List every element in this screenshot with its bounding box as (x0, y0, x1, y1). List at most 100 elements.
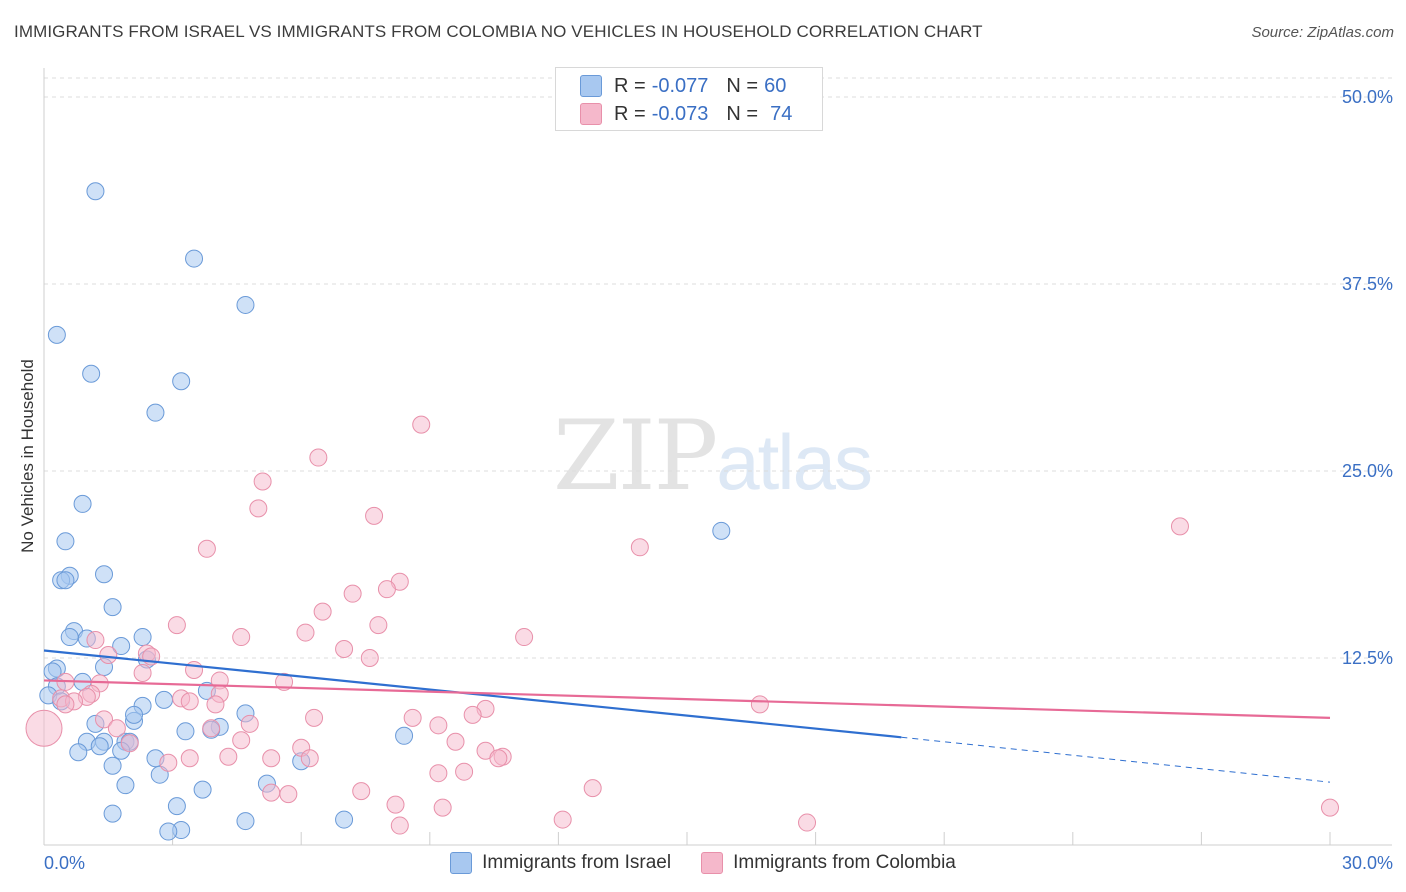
legend-item-colombia[interactable]: Immigrants from Colombia (701, 852, 956, 874)
data-point-colombia (300, 749, 319, 768)
data-point-colombia (429, 764, 448, 783)
data-point-colombia (489, 749, 508, 768)
trend-line-israel-extension (901, 736, 1331, 783)
data-point-colombia (630, 538, 649, 557)
data-point-colombia (463, 705, 482, 724)
data-point-colombia (750, 695, 769, 714)
y-tick-label: 12.5% (1342, 648, 1393, 668)
data-point-colombia (515, 628, 534, 647)
data-point-colombia (262, 749, 281, 768)
data-point-israel (90, 737, 109, 756)
data-point-israel (56, 571, 75, 590)
data-point-colombia (56, 695, 75, 714)
data-point-colombia (305, 708, 324, 727)
y-tick-label: 50.0% (1342, 87, 1393, 107)
data-point-israel (112, 637, 131, 656)
legend-n-label: N = (726, 102, 759, 125)
watermark: ZIPatlas (553, 400, 873, 512)
data-point-colombia (202, 719, 221, 738)
data-point-colombia (253, 472, 272, 491)
data-point-colombia (360, 649, 379, 667)
legend-swatch-israel (450, 852, 473, 874)
data-point-colombia (1321, 798, 1339, 817)
data-point-israel (395, 726, 414, 745)
series-legend: Immigrants from Israel Immigrants from C… (0, 852, 1406, 874)
data-point-israel (133, 628, 152, 647)
data-point-colombia (107, 719, 126, 738)
data-point-israel (73, 494, 92, 513)
data-point-colombia (197, 539, 216, 558)
data-point-colombia (1170, 517, 1189, 536)
series-israel (39, 182, 731, 841)
data-point-israel (116, 776, 135, 795)
data-point-colombia (232, 628, 251, 647)
series-colombia (25, 415, 1339, 835)
legend-item-israel[interactable]: Immigrants from Israel (450, 852, 671, 874)
data-point-israel (172, 372, 191, 391)
x-tick-label: 0.0% (44, 853, 85, 873)
data-point-colombia (262, 783, 281, 802)
data-point-colombia (99, 646, 118, 665)
data-point-israel (125, 705, 144, 724)
data-point-israel (146, 403, 165, 422)
data-point-colombia (309, 448, 328, 467)
legend-swatch-colombia (580, 103, 602, 125)
data-point-colombia (412, 415, 431, 434)
correlation-legend: R = -0.077 N = 60 R = -0.073 N = 74 (555, 67, 823, 131)
data-point-colombia (167, 616, 186, 635)
data-point-israel (60, 628, 79, 647)
data-point-colombia (798, 813, 817, 832)
data-point-colombia (429, 716, 448, 735)
data-point-israel (185, 249, 204, 268)
data-point-colombia (433, 798, 452, 817)
data-point-israel (335, 810, 354, 829)
data-point-colombia (133, 663, 152, 682)
data-point-colombia (343, 584, 362, 603)
legend-row-colombia: R = -0.073 N = 74 (580, 100, 792, 128)
trend-lines (43, 649, 1331, 783)
data-point-colombia (240, 714, 259, 733)
y-tick-label: 25.0% (1342, 461, 1393, 481)
data-point-colombia (352, 782, 371, 801)
data-point-israel (86, 182, 105, 201)
data-point-colombia (159, 753, 178, 772)
data-point-colombia (365, 506, 384, 525)
chart-title: IMMIGRANTS FROM ISRAEL VS IMMIGRANTS FRO… (14, 22, 983, 41)
data-point-israel (193, 780, 212, 799)
grid-lines (44, 77, 1392, 659)
data-point-colombia (390, 816, 409, 835)
legend-n-value: 60 (764, 74, 787, 97)
data-point-israel (56, 532, 75, 551)
data-point-israel (69, 743, 88, 762)
data-point-israel (103, 598, 122, 617)
legend-label-colombia: Immigrants from Colombia (733, 852, 956, 873)
data-point-colombia (219, 747, 238, 766)
legend-swatch-colombia (701, 852, 724, 874)
data-point-colombia (369, 616, 388, 635)
legend-row-israel: R = -0.077 N = 60 (580, 72, 786, 100)
legend-n-label: N = (726, 74, 759, 97)
legend-r-label: R = (614, 102, 646, 125)
data-point-israel (82, 364, 101, 383)
data-point-israel (236, 295, 255, 314)
tick-labels: 12.5% 25.0% 37.5% 50.0% 0.0% 30.0% (44, 87, 1393, 873)
data-point-colombia (377, 580, 396, 599)
data-point-colombia (446, 732, 465, 751)
legend-n-value: 74 (770, 102, 793, 125)
legend-r-value: -0.077 (651, 74, 709, 97)
legend-r-value: -0.073 (651, 102, 709, 125)
data-point-colombia (583, 779, 602, 798)
data-point-colombia (95, 710, 114, 729)
data-point-colombia (232, 731, 251, 750)
legend-swatch-israel (580, 75, 602, 97)
y-tick-label: 37.5% (1342, 274, 1393, 294)
data-point-colombia (180, 692, 199, 711)
data-point-colombia (275, 672, 294, 691)
data-point-colombia (180, 749, 199, 768)
watermark-atlas: atlas (716, 418, 873, 506)
data-point-israel (167, 797, 186, 816)
data-point-colombia (25, 709, 63, 747)
data-point-colombia (313, 602, 332, 621)
data-point-israel (103, 756, 122, 775)
